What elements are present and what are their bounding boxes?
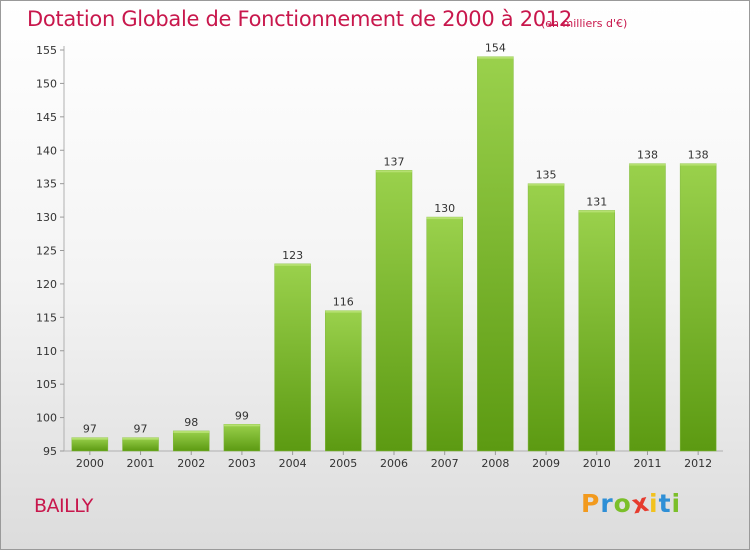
y-tick-label: 135 [36, 178, 57, 191]
bar-highlight-2010 [578, 210, 615, 213]
axis-layer: 95 100 105 110 115 120 125 130 135 140 145 150 155 20… [36, 44, 723, 470]
bar-highlight-2006 [376, 170, 412, 173]
data-label-2010: 131 [586, 195, 607, 208]
bar-2012 [679, 163, 717, 452]
bar-highlight-2012 [680, 163, 717, 166]
y-tick-label: 115 [36, 311, 57, 324]
data-label-2009: 135 [536, 169, 557, 182]
logo-letter: P [581, 489, 601, 518]
bar-2000 [71, 437, 109, 452]
bar-2006 [375, 170, 413, 452]
bar-highlight-2003 [223, 424, 260, 427]
x-tick-label-2005: 2005 [329, 457, 357, 470]
y-tick-label: 120 [36, 278, 57, 291]
x-tick-label-2002: 2002 [177, 457, 205, 470]
logo-letter: o [613, 489, 632, 518]
chart-unit-note: (en milliers d'€) [541, 17, 628, 30]
data-label-2003: 99 [235, 409, 249, 422]
bar-2007 [426, 216, 463, 452]
bar-highlight-2000 [71, 437, 108, 440]
logo-letter: i [649, 489, 659, 518]
x-tick-label-2011: 2011 [633, 457, 661, 470]
y-tick-label: 100 [36, 412, 57, 425]
y-tick-label: 105 [36, 378, 57, 391]
chart-title: Dotation Globale de Fonctionnement de 20… [27, 7, 572, 31]
bar-highlight-2004 [274, 263, 311, 266]
y-tick-label: 110 [36, 345, 57, 358]
x-tick-label-2003: 2003 [228, 457, 256, 470]
bar-2001 [122, 437, 159, 452]
y-tick-label: 150 [36, 77, 57, 90]
x-tick-label-2000: 2000 [76, 457, 104, 470]
data-label-2002: 98 [184, 416, 198, 429]
data-label-2000: 97 [83, 423, 97, 436]
y-tick-label: 130 [36, 211, 57, 224]
x-tick-label-2004: 2004 [279, 457, 307, 470]
bar-2011 [629, 163, 666, 452]
y-tick-label: 155 [36, 44, 57, 57]
bar-highlight-2008 [477, 56, 514, 59]
data-label-2007: 130 [434, 202, 455, 215]
data-label-2012: 138 [688, 149, 709, 162]
y-tick-label: 95 [43, 445, 57, 458]
bar-highlight-2011 [629, 163, 666, 166]
logo-letter: t [658, 489, 672, 518]
data-label-2004: 123 [282, 249, 303, 262]
bar-2008 [477, 56, 514, 452]
data-label-2006: 137 [384, 155, 405, 168]
data-label-2005: 116 [333, 296, 354, 309]
bar-2004 [274, 263, 311, 452]
bar-highlight-2005 [325, 310, 362, 313]
logo-letter: r [600, 489, 614, 518]
logo-letter: i [671, 489, 682, 518]
y-tick-label: 145 [36, 111, 57, 124]
bar-highlight-2009 [528, 183, 565, 186]
proxiti-logo[interactable]: Proxiti [581, 488, 682, 520]
x-tick-label-2001: 2001 [127, 457, 155, 470]
bar-highlight-2007 [426, 217, 463, 220]
bars-layer: 97 97 98 99 123 116 137 130 154 135 131 138 138 [71, 42, 717, 452]
bar-2005 [325, 310, 362, 452]
bar-highlight-2001 [122, 437, 159, 440]
bar-2002 [172, 430, 210, 452]
data-label-2011: 138 [637, 149, 658, 162]
x-tick-label-2012: 2012 [684, 457, 712, 470]
y-tick-label: 125 [36, 245, 57, 258]
bar-highlight-2002 [173, 430, 210, 433]
x-tick-label-2009: 2009 [532, 457, 560, 470]
x-tick-label-2008: 2008 [481, 457, 509, 470]
x-tick-label-2007: 2007 [431, 457, 459, 470]
y-tick-label: 140 [36, 144, 57, 157]
bar-2009 [527, 183, 565, 452]
x-tick-label-2010: 2010 [583, 457, 611, 470]
bar-2010 [578, 210, 616, 452]
bar-2003 [223, 424, 261, 452]
place-name: BAILLY [34, 495, 93, 517]
x-tick-label-2006: 2006 [380, 457, 408, 470]
data-label-2008: 154 [485, 42, 506, 55]
data-label-2001: 97 [134, 423, 148, 436]
